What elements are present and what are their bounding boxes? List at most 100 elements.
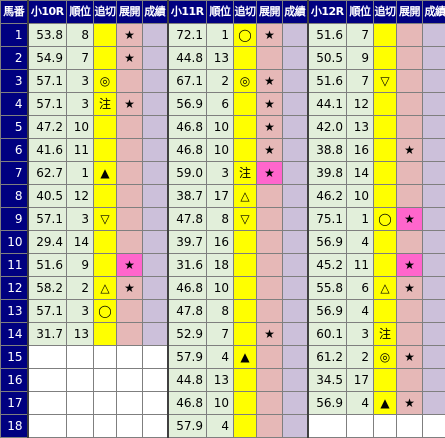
seiseki-cell[interactable]	[423, 47, 445, 70]
rank-cell[interactable]: 1	[67, 162, 94, 185]
empty-cell[interactable]	[94, 392, 117, 415]
seiseki-cell[interactable]	[283, 185, 308, 208]
tenkai-mark-cell[interactable]: ★	[257, 24, 283, 47]
oikiri-mark-cell[interactable]	[234, 116, 257, 139]
tenkai-mark-cell[interactable]: ★	[257, 162, 283, 185]
rank-cell[interactable]: 8	[207, 208, 234, 231]
tenkai-mark-cell[interactable]	[397, 185, 423, 208]
oikiri-mark-cell[interactable]: ▽	[234, 208, 257, 231]
rank-cell[interactable]: 4	[347, 300, 374, 323]
rank-cell[interactable]: 3	[67, 70, 94, 93]
tenkai-mark-cell[interactable]	[257, 346, 283, 369]
tenkai-mark-cell[interactable]	[397, 93, 423, 116]
horse-number-cell[interactable]: 12	[1, 277, 28, 300]
empty-cell[interactable]	[308, 415, 347, 438]
index-value-cell[interactable]: 54.9	[28, 47, 67, 70]
empty-cell[interactable]	[374, 415, 397, 438]
index-value-cell[interactable]: 44.1	[308, 93, 347, 116]
tenkai-mark-cell[interactable]: ★	[257, 70, 283, 93]
oikiri-mark-cell[interactable]	[94, 231, 117, 254]
index-value-cell[interactable]: 56.9	[308, 392, 347, 415]
oikiri-mark-cell[interactable]	[94, 139, 117, 162]
tenkai-mark-cell[interactable]: ★	[117, 254, 143, 277]
tenkai-mark-cell[interactable]: ★	[117, 93, 143, 116]
seiseki-cell[interactable]	[283, 231, 308, 254]
index-value-cell[interactable]: 50.5	[308, 47, 347, 70]
oikiri-mark-cell[interactable]: ◎	[234, 70, 257, 93]
empty-cell[interactable]	[94, 369, 117, 392]
seiseki-cell[interactable]	[283, 323, 308, 346]
rank-cell[interactable]: 16	[347, 139, 374, 162]
tenkai-mark-cell[interactable]	[117, 231, 143, 254]
seiseki-cell[interactable]	[283, 277, 308, 300]
oikiri-mark-cell[interactable]: 注	[374, 323, 397, 346]
horse-number-cell[interactable]: 14	[1, 323, 28, 346]
oikiri-mark-cell[interactable]: ◯	[94, 300, 117, 323]
tenkai-mark-cell[interactable]	[117, 323, 143, 346]
rank-cell[interactable]: 6	[207, 93, 234, 116]
oikiri-mark-cell[interactable]: ◎	[94, 70, 117, 93]
tenkai-mark-cell[interactable]	[397, 369, 423, 392]
index-value-cell[interactable]: 61.2	[308, 346, 347, 369]
empty-cell[interactable]	[28, 346, 67, 369]
tenkai-mark-cell[interactable]	[257, 47, 283, 70]
seiseki-cell[interactable]	[143, 185, 168, 208]
oikiri-mark-cell[interactable]	[94, 254, 117, 277]
tenkai-mark-cell[interactable]: ★	[117, 24, 143, 47]
index-value-cell[interactable]: 47.8	[168, 300, 207, 323]
index-value-cell[interactable]: 57.9	[168, 346, 207, 369]
oikiri-mark-cell[interactable]: △	[234, 185, 257, 208]
horse-number-cell[interactable]: 18	[1, 415, 28, 438]
oikiri-mark-cell[interactable]: ▲	[94, 162, 117, 185]
empty-cell[interactable]	[117, 415, 143, 438]
oikiri-mark-cell[interactable]: ◎	[374, 346, 397, 369]
seiseki-cell[interactable]	[423, 162, 445, 185]
rank-cell[interactable]: 17	[207, 185, 234, 208]
seiseki-cell[interactable]	[423, 346, 445, 369]
oikiri-mark-cell[interactable]: ◯	[374, 208, 397, 231]
empty-cell[interactable]	[28, 369, 67, 392]
tenkai-mark-cell[interactable]	[257, 185, 283, 208]
index-value-cell[interactable]: 72.1	[168, 24, 207, 47]
oikiri-mark-cell[interactable]: △	[94, 277, 117, 300]
rank-cell[interactable]: 7	[347, 24, 374, 47]
oikiri-mark-cell[interactable]	[374, 185, 397, 208]
horse-number-cell[interactable]: 6	[1, 139, 28, 162]
seiseki-cell[interactable]	[423, 369, 445, 392]
rank-cell[interactable]: 10	[347, 185, 374, 208]
rank-cell[interactable]: 10	[207, 139, 234, 162]
oikiri-mark-cell[interactable]	[374, 93, 397, 116]
tenkai-mark-cell[interactable]: ★	[397, 346, 423, 369]
oikiri-mark-cell[interactable]	[374, 116, 397, 139]
seiseki-cell[interactable]	[143, 47, 168, 70]
seiseki-cell[interactable]	[423, 185, 445, 208]
tenkai-mark-cell[interactable]	[117, 139, 143, 162]
tenkai-mark-cell[interactable]: ★	[257, 116, 283, 139]
rank-cell[interactable]: 13	[207, 47, 234, 70]
rank-cell[interactable]: 4	[207, 346, 234, 369]
tenkai-mark-cell[interactable]	[397, 47, 423, 70]
tenkai-mark-cell[interactable]: ★	[257, 139, 283, 162]
rank-cell[interactable]: 16	[207, 231, 234, 254]
index-value-cell[interactable]: 51.6	[28, 254, 67, 277]
tenkai-mark-cell[interactable]	[117, 70, 143, 93]
empty-cell[interactable]	[423, 415, 445, 438]
index-value-cell[interactable]: 67.1	[168, 70, 207, 93]
index-value-cell[interactable]: 56.9	[308, 231, 347, 254]
empty-cell[interactable]	[67, 392, 94, 415]
seiseki-cell[interactable]	[423, 323, 445, 346]
oikiri-mark-cell[interactable]	[374, 47, 397, 70]
index-value-cell[interactable]: 45.2	[308, 254, 347, 277]
oikiri-mark-cell[interactable]: ◯	[234, 24, 257, 47]
seiseki-cell[interactable]	[143, 93, 168, 116]
seiseki-cell[interactable]	[283, 369, 308, 392]
seiseki-cell[interactable]	[283, 162, 308, 185]
rank-cell[interactable]: 8	[67, 24, 94, 47]
index-value-cell[interactable]: 46.8	[168, 139, 207, 162]
tenkai-mark-cell[interactable]	[397, 323, 423, 346]
empty-cell[interactable]	[143, 369, 168, 392]
oikiri-mark-cell[interactable]: 注	[94, 93, 117, 116]
seiseki-cell[interactable]	[283, 70, 308, 93]
tenkai-mark-cell[interactable]: ★	[397, 139, 423, 162]
seiseki-cell[interactable]	[283, 346, 308, 369]
